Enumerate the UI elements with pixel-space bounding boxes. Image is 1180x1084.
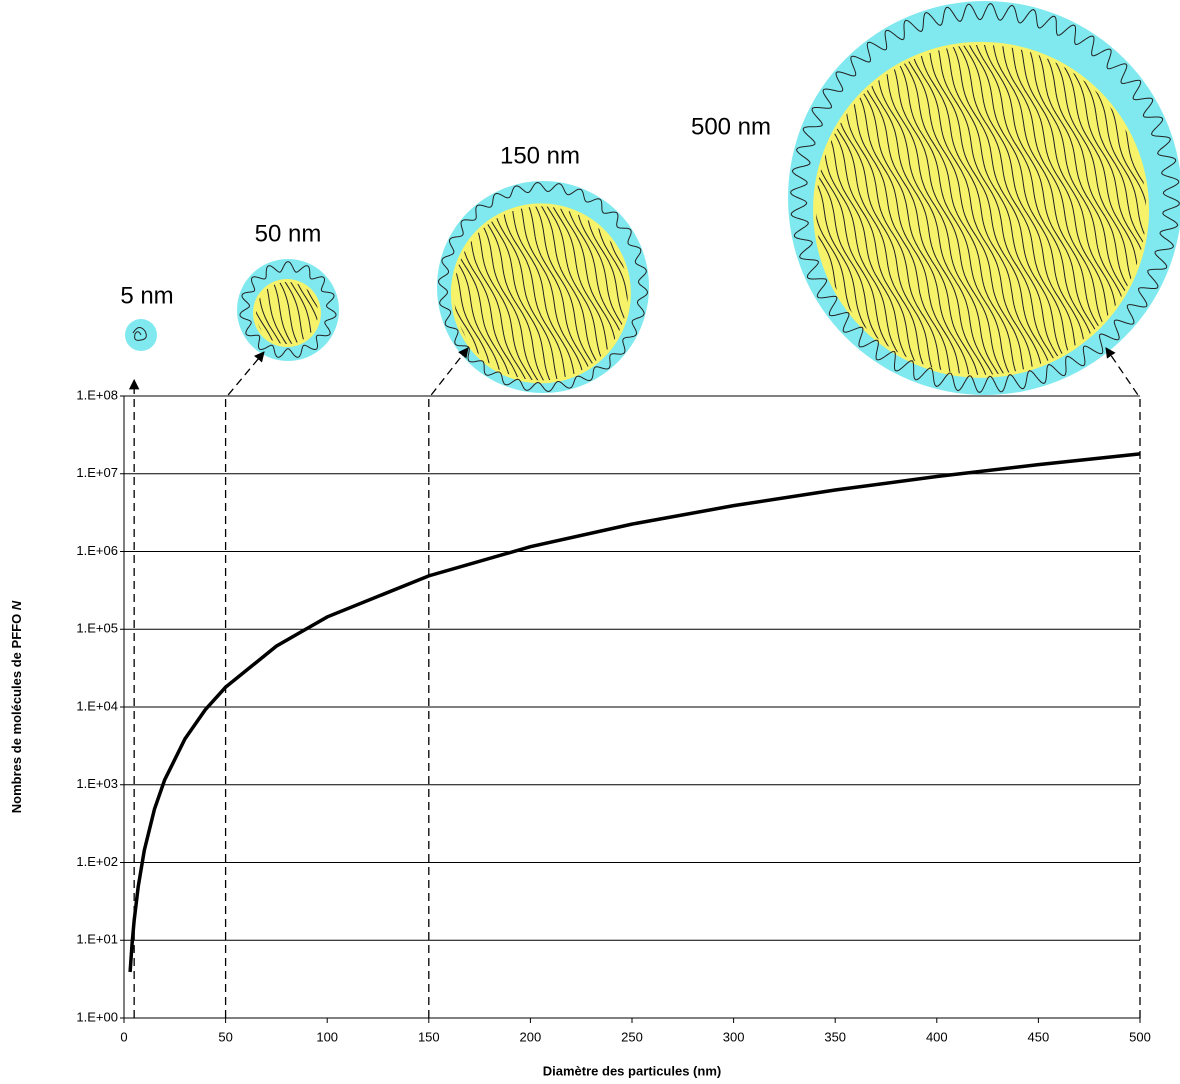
particle-label: 500 nm <box>691 113 771 140</box>
chain <box>453 206 512 381</box>
y-tick-label: 1.E+08 <box>76 387 118 402</box>
chain <box>453 206 520 381</box>
y-tick-label: 1.E+03 <box>76 776 118 791</box>
chain <box>566 206 628 381</box>
particle <box>788 1 1180 395</box>
y-tick-label: 1.E+00 <box>76 1009 118 1024</box>
chain <box>1012 44 1147 375</box>
chain <box>255 282 280 345</box>
y-tick-label: 1.E+06 <box>76 543 118 558</box>
y-tick-label: 1.E+04 <box>76 698 118 713</box>
chain <box>453 206 533 381</box>
shell-chain <box>437 181 649 393</box>
chain <box>816 44 959 375</box>
x-tick-label: 300 <box>723 1029 745 1044</box>
chain <box>298 282 318 345</box>
x-tick-label: 400 <box>926 1029 948 1044</box>
particle <box>437 181 649 393</box>
chain <box>264 282 303 345</box>
particle-core <box>252 279 321 348</box>
particle-label: 5 nm <box>120 282 173 309</box>
x-axis-title: Diamètre des particules (nm) <box>543 1063 721 1078</box>
particle-core <box>450 203 631 384</box>
chain <box>290 282 318 345</box>
chain <box>995 44 1147 375</box>
chain <box>1041 44 1147 375</box>
guide-line <box>428 347 469 1018</box>
chain <box>132 327 147 341</box>
shell-chain <box>239 261 337 358</box>
line <box>128 452 1141 973</box>
chain <box>816 44 931 375</box>
y-tick-label: 1.E+02 <box>76 854 118 869</box>
y-axis-title: Nombres de molécules de PFFO N <box>9 600 24 813</box>
y-tick-label: 1.E+01 <box>76 932 118 947</box>
x-tick-label: 200 <box>520 1029 542 1044</box>
chain <box>453 206 527 381</box>
y-axis-title-text: Nombres de molécules de PFFO <box>9 614 24 813</box>
y-tick-label: 1.E+05 <box>76 621 118 636</box>
x-tick-label: 350 <box>824 1029 846 1044</box>
x-tick-label: 450 <box>1028 1029 1050 1044</box>
particle-label: 50 nm <box>255 220 322 247</box>
x-tick-label: 100 <box>316 1029 338 1044</box>
chain <box>816 44 942 375</box>
guide-line <box>1105 347 1141 1018</box>
chain <box>816 44 927 375</box>
chain <box>1003 44 1147 375</box>
chain <box>574 206 628 381</box>
x-tick-label: 250 <box>621 1029 643 1044</box>
chain <box>1035 44 1147 375</box>
particle-label: 150 nm <box>500 142 580 169</box>
chain <box>551 206 628 381</box>
chain <box>816 44 936 375</box>
chain <box>1026 44 1147 375</box>
x-tick-label: 150 <box>418 1029 440 1044</box>
chain <box>816 44 922 375</box>
x-tick-label: 500 <box>1129 1029 1151 1044</box>
chain <box>1020 44 1147 375</box>
chain <box>1031 44 1147 375</box>
chain <box>816 44 950 375</box>
chain <box>558 206 628 381</box>
shell-chain <box>790 3 1180 393</box>
x-tick-label: 0 <box>120 1029 127 1044</box>
x-tick-label: 50 <box>218 1029 232 1044</box>
particle <box>125 319 157 351</box>
core-texture <box>453 206 628 381</box>
y-axis-title-symbol: N <box>9 600 24 610</box>
particle <box>237 259 339 361</box>
guide-line <box>224 351 265 1018</box>
chain <box>816 44 967 375</box>
y-tick-label: 1.E+07 <box>76 465 118 480</box>
